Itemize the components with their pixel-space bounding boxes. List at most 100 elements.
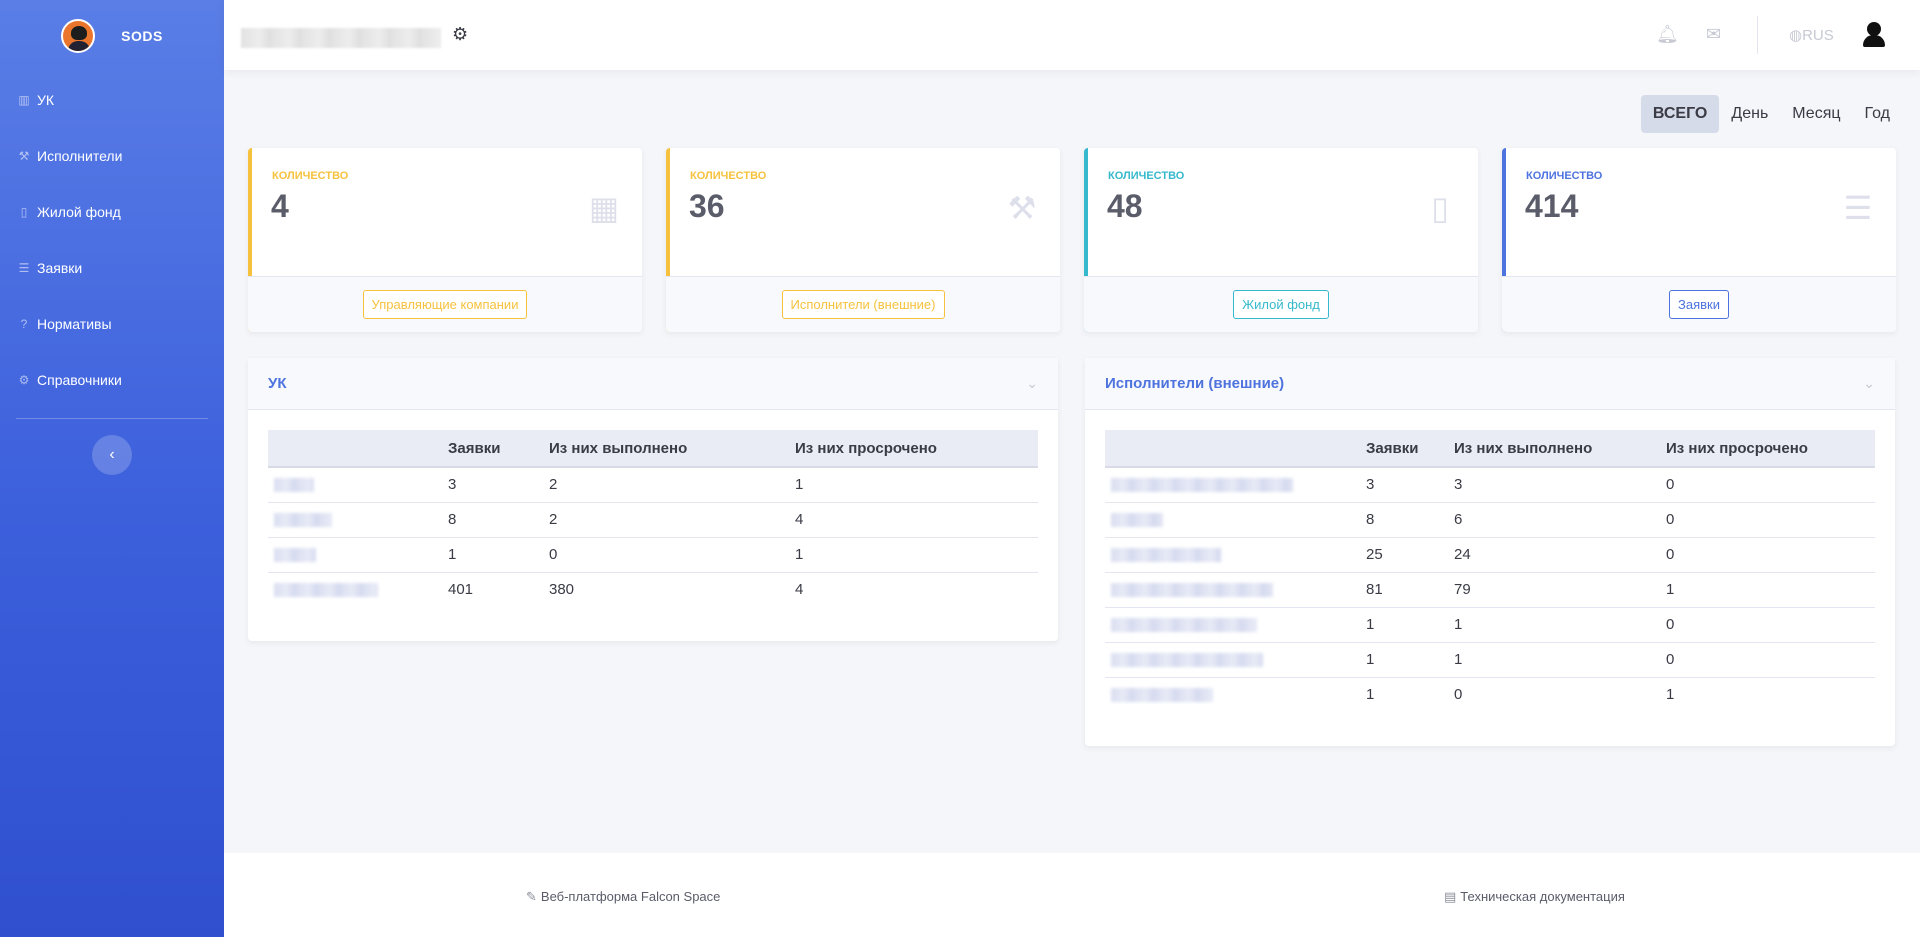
card-label: КОЛИЧЕСТВО (690, 170, 767, 182)
overdue-cell: 1 (1666, 686, 1675, 704)
table-row: 81 79 1 (1105, 572, 1875, 608)
logo-icon (61, 19, 96, 53)
housing-stock-button[interactable]: Жилой фонд (1233, 290, 1329, 319)
chevron-down-icon[interactable]: ⌄ (1026, 375, 1038, 391)
completed-cell: 2 (543, 467, 789, 503)
overdue-cell: 0 (1660, 467, 1875, 503)
sidebar-item-requests[interactable]: ☰ Заявки (0, 240, 224, 296)
column-header: Из них выполнено (543, 430, 789, 468)
requests-cell: 8 (1360, 502, 1448, 538)
list-icon: ☰ (1843, 190, 1873, 226)
list-icon: ☰ (18, 261, 30, 275)
completed-cell: 79 (1448, 572, 1660, 608)
uk-panel: УК ⌄ Заявки Из них выполнено Из них прос… (248, 358, 1058, 641)
uk-panel-header[interactable]: УК ⌄ (248, 358, 1058, 410)
tech-docs-link[interactable]: ▤ Техническая документация (1444, 889, 1625, 905)
completed-cell: 1 (1448, 642, 1660, 678)
sidebar-item-references[interactable]: ⚙ Справочники (0, 352, 224, 408)
external-executors-button[interactable]: Исполнители (внешние) (781, 290, 945, 319)
wrench-icon: ⚒ (18, 149, 30, 163)
tab-all[interactable]: ВСЕГО (1640, 95, 1720, 133)
building-icon: ▦ (588, 190, 620, 226)
footer-left-label: Веб-платформа Falcon Space (540, 889, 721, 904)
overdue-cell: 0 (1660, 502, 1875, 538)
stat-card-executors: КОЛИЧЕСТВО 36 ⚒ Исполнители (внешние) (666, 148, 1060, 332)
table-row: 8 2 4 (268, 502, 1038, 538)
stat-card-housing: КОЛИЧЕСТВО 48 ▯ Жилой фонд (1084, 148, 1478, 332)
bell-icon[interactable]: 🔔︎ (1656, 24, 1679, 44)
name-cell-redacted (268, 537, 442, 573)
globe-icon: ◍ (1789, 27, 1803, 44)
overdue-cell: 4 (795, 581, 804, 599)
overdue-cell: 0 (1660, 537, 1875, 573)
overdue-cell: 0 (1660, 642, 1875, 678)
period-tabs: ВСЕГО День Месяц Год (1640, 95, 1902, 133)
falcon-space-link[interactable]: ✎ Веб-платформа Falcon Space (526, 889, 720, 905)
card-value: 48 (1107, 188, 1143, 224)
name-cell-redacted (1105, 642, 1360, 678)
executors-panel-header[interactable]: Исполнители (внешние) ⌄ (1085, 358, 1895, 410)
overdue-cell: 0 (1660, 607, 1875, 643)
avatar[interactable] (1862, 22, 1886, 48)
table-header-row: Заявки Из них выполнено Из них просрочен… (268, 430, 1038, 468)
completed-cell: 24 (1448, 537, 1660, 573)
sidebar-item-norms[interactable]: ? Нормативы (0, 296, 224, 352)
uk-table: Заявки Из них выполнено Из них просрочен… (268, 430, 1038, 607)
column-header (268, 430, 442, 468)
tab-month[interactable]: Месяц (1792, 105, 1841, 122)
sidebar-collapse-button[interactable]: ‹ (92, 435, 132, 475)
column-header: Из них выполнено (1448, 430, 1660, 468)
chevron-left-icon: ‹ (109, 446, 115, 463)
completed-cell: 1 (1448, 607, 1660, 643)
name-cell-redacted (1105, 502, 1360, 538)
card-value: 36 (689, 188, 725, 224)
name-cell-redacted (1105, 537, 1360, 573)
bird-icon: ✎ (526, 889, 537, 904)
panel-title: УК (268, 375, 287, 392)
stat-card-requests: КОЛИЧЕСТВО 414 ☰ Заявки (1502, 148, 1896, 332)
envelope-icon[interactable]: ✉ (1706, 24, 1722, 44)
table-row: 3 2 1 (268, 467, 1038, 503)
management-companies-button[interactable]: Управляющие компании (362, 290, 528, 319)
card-stripe (248, 148, 252, 332)
question-icon: ? (20, 317, 28, 331)
executors-panel: Исполнители (внешние) ⌄ Заявки Из них вы… (1085, 358, 1895, 746)
table-row: 401 380 4 (268, 572, 1038, 607)
card-stripe (666, 148, 670, 332)
sidebar: SODS ▥ УК ⚒ Исполнители ▯ Жилой фонд ☰ З… (0, 0, 224, 937)
tab-year[interactable]: Год (1864, 105, 1890, 122)
card-label: КОЛИЧЕСТВО (1526, 170, 1603, 182)
language-selector[interactable]: ◍RUS (1789, 26, 1834, 44)
cogs-icon[interactable]: ⚙ (452, 24, 469, 44)
requests-cell: 1 (1360, 642, 1448, 678)
brand[interactable]: SODS (0, 0, 224, 72)
table-row: 1 1 0 (1105, 642, 1875, 678)
overdue-cell: 1 (1660, 572, 1875, 608)
completed-cell: 380 (549, 581, 575, 599)
requests-cell: 1 (1366, 686, 1375, 704)
name-cell-redacted (268, 502, 442, 538)
language-label: RUS (1802, 27, 1834, 44)
sidebar-divider (16, 418, 208, 419)
name-cell-redacted (268, 572, 442, 607)
card-label: КОЛИЧЕСТВО (272, 170, 349, 182)
tab-day[interactable]: День (1731, 105, 1769, 122)
uk-panel-body: Заявки Из них выполнено Из них просрочен… (248, 410, 1058, 641)
executors-table: Заявки Из них выполнено Из них просрочен… (1105, 430, 1875, 712)
sidebar-item-label: Жилой фонд (37, 204, 121, 220)
footer-right-label: Техническая документация (1460, 889, 1625, 904)
table-row: 3 3 0 (1105, 467, 1875, 503)
topbar-divider (1757, 16, 1758, 54)
sidebar-item-executors[interactable]: ⚒ Исполнители (0, 128, 224, 184)
requests-button[interactable]: Заявки (1669, 290, 1729, 319)
name-cell-redacted (1105, 572, 1360, 608)
stat-card-uk: КОЛИЧЕСТВО 4 ▦ Управляющие компании (248, 148, 642, 332)
sidebar-item-uk[interactable]: ▥ УК (0, 72, 224, 128)
executors-panel-body: Заявки Из них выполнено Из них просрочен… (1085, 410, 1895, 746)
building-icon: ▯ (20, 205, 28, 219)
card-value: 414 (1525, 188, 1579, 224)
table-row: 25 24 0 (1105, 537, 1875, 573)
sidebar-item-housing[interactable]: ▯ Жилой фонд (0, 184, 224, 240)
brand-name: SODS (121, 28, 163, 44)
chevron-down-icon[interactable]: ⌄ (1863, 375, 1875, 391)
